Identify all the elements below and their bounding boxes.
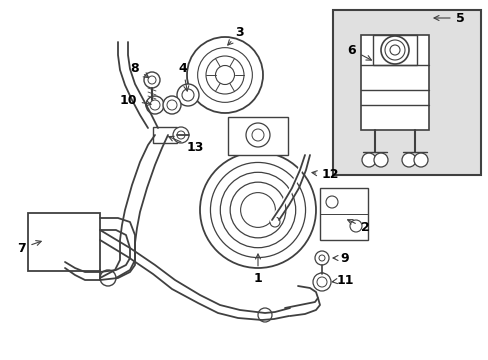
Circle shape [240, 193, 275, 228]
Text: 5: 5 [433, 12, 464, 24]
Bar [227, 117, 287, 155]
Circle shape [401, 153, 415, 167]
Circle shape [143, 72, 160, 88]
Bar [372, 35, 416, 65]
Circle shape [251, 129, 264, 141]
Circle shape [384, 40, 404, 60]
Circle shape [173, 127, 189, 143]
Text: 2: 2 [347, 220, 368, 234]
Circle shape [150, 100, 160, 110]
Circle shape [186, 37, 263, 113]
Circle shape [100, 270, 116, 286]
Bar [332, 10, 480, 175]
Circle shape [205, 56, 244, 94]
Circle shape [210, 162, 305, 257]
Circle shape [197, 48, 252, 102]
Circle shape [389, 45, 399, 55]
Circle shape [200, 152, 315, 268]
Circle shape [380, 36, 408, 64]
Circle shape [215, 66, 234, 85]
Text: 7: 7 [18, 240, 41, 255]
Circle shape [413, 153, 427, 167]
Circle shape [245, 123, 269, 147]
Text: 10: 10 [119, 94, 151, 107]
Circle shape [167, 100, 177, 110]
Circle shape [258, 308, 271, 322]
Text: 4: 4 [178, 62, 188, 91]
Circle shape [182, 89, 194, 101]
Text: 6: 6 [347, 44, 371, 60]
Circle shape [373, 153, 387, 167]
Circle shape [314, 251, 328, 265]
Circle shape [148, 76, 156, 84]
Circle shape [269, 217, 280, 227]
Circle shape [220, 172, 295, 248]
Circle shape [318, 255, 325, 261]
Text: 1: 1 [253, 254, 262, 284]
Circle shape [316, 277, 326, 287]
Bar [360, 35, 428, 130]
Text: 13: 13 [168, 136, 203, 154]
Circle shape [146, 96, 163, 114]
Bar [319, 188, 367, 240]
Text: 3: 3 [227, 26, 244, 45]
Circle shape [177, 84, 199, 106]
Bar [28, 213, 100, 271]
Text: 12: 12 [311, 168, 338, 181]
Circle shape [163, 96, 181, 114]
Text: 9: 9 [332, 252, 348, 265]
Circle shape [325, 196, 337, 208]
Circle shape [312, 273, 330, 291]
Text: 11: 11 [331, 274, 353, 287]
Circle shape [361, 153, 375, 167]
Circle shape [230, 182, 285, 238]
Circle shape [316, 273, 326, 283]
Bar [153, 127, 177, 143]
Circle shape [177, 131, 184, 139]
Circle shape [349, 220, 361, 232]
Text: 8: 8 [130, 62, 148, 78]
